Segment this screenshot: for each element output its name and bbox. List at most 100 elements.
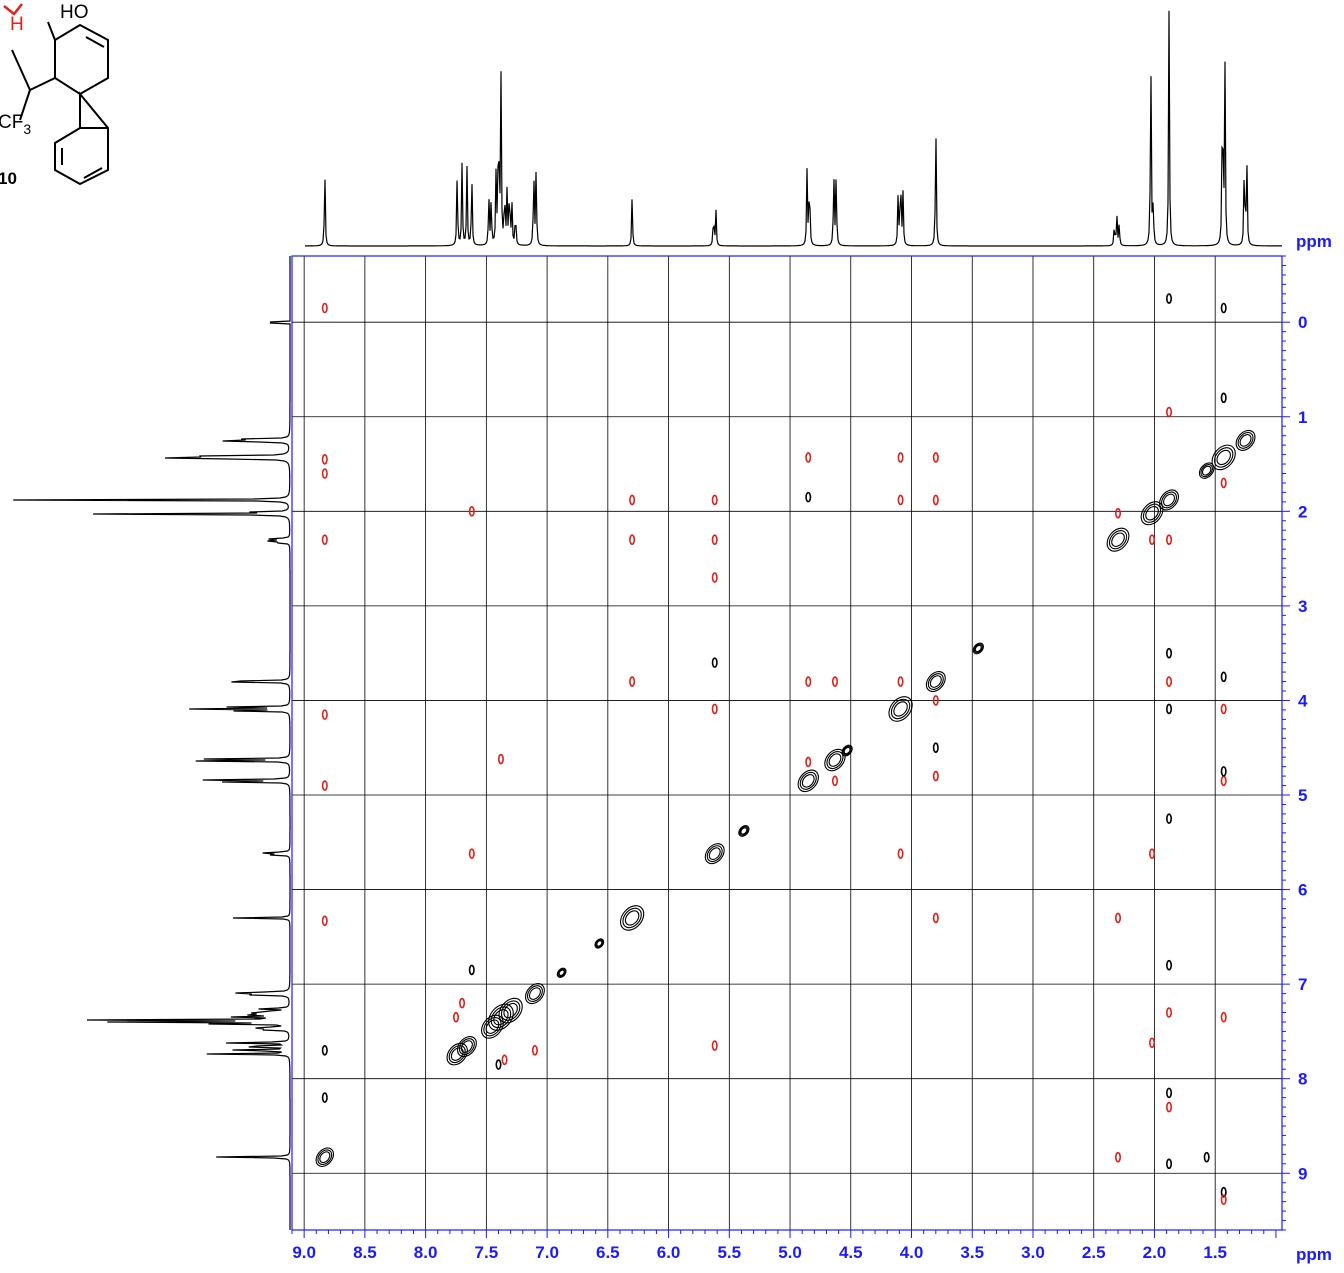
diagonal-peak-10-contour-2 — [706, 845, 723, 863]
diagonal-peak-6-contour-1 — [528, 987, 541, 1000]
cross-peak-9 — [468, 848, 475, 859]
grid-lines — [292, 256, 1282, 1230]
x-tick-label: 3.5 — [960, 1243, 984, 1262]
cross-peak-18 — [629, 494, 636, 506]
y-tick-label: 8 — [1298, 1070, 1307, 1089]
cross-peak-32 — [805, 491, 812, 503]
diagonal-peak-23-contour-2 — [1237, 431, 1254, 449]
x-tick-label: 7.0 — [535, 1243, 559, 1262]
cross-peak-54 — [1166, 647, 1173, 659]
y-tick-label: 2 — [1298, 502, 1307, 521]
cross-peak-4 — [321, 709, 328, 720]
diagonal-peak-2-contour-1 — [460, 1040, 473, 1053]
diagonal-peak-5-contour-2 — [500, 1000, 521, 1021]
cross-peak-68 — [1220, 1186, 1227, 1198]
x-tick-label: 2.5 — [1082, 1243, 1106, 1262]
x-axis: 9.0 8.5 8.0 7.5 7.0 6.5 6.0 5.5 5.0 4.5 4.0 3.5 3.0 2… — [291, 1230, 1277, 1262]
x-tick-label: 1.5 — [1203, 1243, 1227, 1262]
cross-peak-63 — [1220, 703, 1227, 715]
top-1d-projection — [305, 10, 1282, 247]
cross-peak-15 — [495, 1059, 502, 1070]
diagonal-peak-6-contour-2 — [526, 985, 543, 1003]
top-projection-trace — [305, 10, 1282, 247]
diagonal-peak-7-contour-2 — [557, 968, 566, 977]
cross-peak-59 — [1166, 1158, 1173, 1170]
y-tick-label: 6 — [1298, 881, 1307, 900]
x-tick-label: 6.5 — [596, 1243, 620, 1262]
cross-peak-31 — [831, 775, 838, 787]
diagonal-peak-23-contour-1 — [1239, 434, 1252, 447]
cross-peak-40 — [932, 770, 939, 782]
cross-peak-23 — [711, 572, 718, 583]
cross-peak-7 — [321, 1045, 328, 1056]
diagonal-peak-16-contour-1 — [929, 675, 942, 688]
cross-peak-37 — [932, 452, 939, 463]
diagonal-peak-12-contour-2 — [799, 771, 817, 790]
x-tick-label: 9.0 — [292, 1243, 316, 1262]
cross-peak-20 — [629, 676, 636, 687]
diagonal-peak-4-contour-3 — [488, 1003, 514, 1031]
diagonal-peak-19-contour-1 — [1145, 505, 1159, 521]
diagonal-peak-12-contour-3 — [797, 769, 819, 793]
cross-peak-55 — [1166, 703, 1173, 715]
cross-peak-6 — [321, 302, 328, 314]
diagonal-peak-17-contour-2 — [973, 643, 983, 654]
diagonal-peak-11-contour-2 — [739, 826, 749, 836]
x-tick-label: 7.5 — [475, 1243, 499, 1262]
cross-peak-11 — [468, 964, 475, 976]
diagonal-peak-15-contour-1 — [893, 701, 908, 717]
cross-peak-17 — [531, 1045, 538, 1056]
diagonal-peak-16-contour-2 — [927, 673, 944, 690]
diagonal-peak-15-contour-3 — [888, 696, 913, 722]
cross-peak-21 — [711, 494, 718, 506]
y-axis: 0 1 2 3 4 5 6 7 8 9 — [1282, 255, 1308, 1231]
x-tick-label: 4.0 — [900, 1243, 924, 1262]
diagonal-peak-22-contour-2 — [1214, 447, 1234, 468]
diagonal-peak-16-contour-3 — [925, 671, 946, 693]
diagonal-peak-9-contour-2 — [622, 907, 642, 929]
cross-peak-3 — [321, 780, 328, 791]
molecule-structure: HO H CF3 10 — [0, 2, 109, 188]
diagonal-peak-20-contour-1 — [1163, 493, 1176, 507]
diagonal-peak-4-contour-1 — [493, 1009, 509, 1026]
molecule-bonds — [11, 21, 109, 186]
y-tick-label: 0 — [1298, 313, 1307, 332]
diagonal-peak-1-contour-3 — [446, 1042, 468, 1066]
cf3-label: CF3 — [0, 112, 31, 137]
diagonal-peak-18-contour-3 — [1106, 527, 1130, 552]
cross-peak-47 — [1149, 848, 1156, 859]
diagonal-peak-8-contour-1 — [596, 940, 603, 947]
cross-peak-52 — [1166, 1101, 1173, 1113]
diagonal-peak-5-contour-1 — [503, 1002, 518, 1019]
left-1d-projection — [13, 256, 291, 1230]
diagonal-peak-10-contour-1 — [708, 847, 721, 860]
cf3-text: CF — [0, 112, 23, 133]
cross-peak-44 — [1115, 1151, 1122, 1163]
diagonal-peak-21-contour-1 — [1201, 465, 1212, 476]
cross-peak-71 — [1220, 1194, 1227, 1206]
cross-peak-5 — [321, 915, 328, 927]
cross-peak-1 — [321, 454, 328, 465]
cross-peak-57 — [1166, 959, 1173, 971]
diagonal-peak-19-contour-2 — [1142, 503, 1162, 523]
cross-peak-38 — [932, 494, 939, 506]
cross-peak-26 — [711, 657, 718, 668]
cross-peak-41 — [932, 912, 939, 924]
diagonal-peak-14-contour-1 — [843, 746, 851, 755]
diagonal-peak-11-contour-3 — [738, 825, 750, 837]
left-projection-trace — [13, 256, 291, 1230]
diagonal-peak-18-contour-2 — [1108, 530, 1128, 550]
cross-peak-28 — [805, 676, 812, 687]
diagonal-peak-8-contour-3 — [594, 938, 605, 949]
compound-number: 10 — [0, 169, 17, 188]
molecule-red-bond — [3, 3, 23, 16]
cross-peak-2 — [321, 468, 328, 479]
x-tick-label: 3.0 — [1021, 1243, 1045, 1262]
cross-peak-33 — [897, 452, 904, 463]
cross-peak-62 — [1220, 477, 1227, 489]
cross-peak-12 — [452, 1011, 459, 1023]
cross-peak-22 — [711, 534, 718, 545]
diagonal-peak-21-contour-3 — [1198, 462, 1215, 479]
y-tick-label: 9 — [1298, 1164, 1307, 1183]
x-tick-label: 5.5 — [717, 1243, 741, 1262]
